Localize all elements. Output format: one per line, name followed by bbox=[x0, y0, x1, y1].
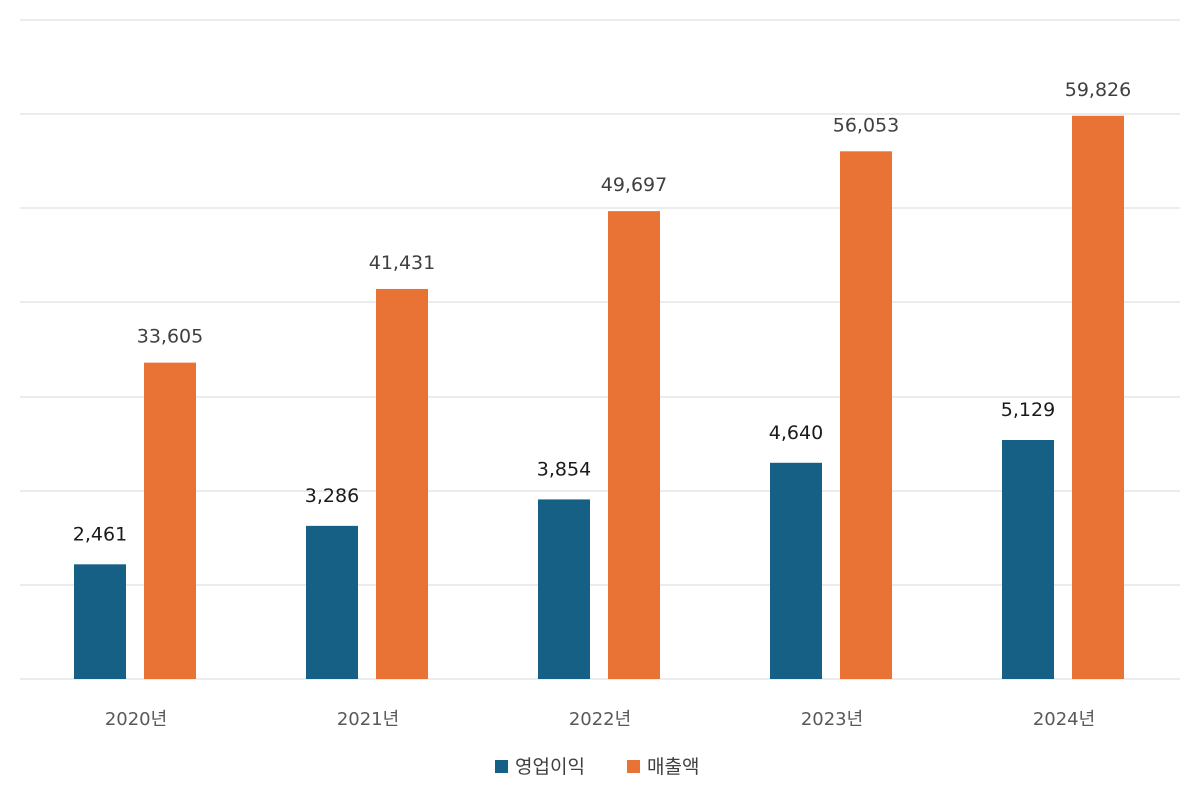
bars bbox=[74, 115, 1124, 680]
bar-profit bbox=[306, 525, 358, 679]
legend: 영업이익 매출액 bbox=[495, 756, 699, 778]
category-label: 2023년 bbox=[801, 709, 863, 730]
legend-swatch bbox=[627, 760, 640, 773]
bar-revenue bbox=[1072, 115, 1124, 679]
bar-revenue bbox=[144, 362, 196, 679]
legend-label: 영업이익 bbox=[515, 756, 585, 778]
data-label-profit: 3,286 bbox=[305, 485, 359, 507]
data-label-profit: 2,461 bbox=[73, 523, 127, 545]
category-labels: 2020년 2021년 2022년 2023년 2024년 bbox=[105, 709, 1095, 730]
bar-profit bbox=[1002, 440, 1054, 679]
data-label-profit: 5,129 bbox=[1001, 399, 1055, 421]
legend-label: 매출액 bbox=[647, 756, 699, 778]
category-label: 2021년 bbox=[337, 709, 399, 730]
data-label-profit: 4,640 bbox=[769, 422, 823, 444]
data-label-revenue: 56,053 bbox=[833, 114, 899, 136]
data-label-revenue: 59,826 bbox=[1065, 79, 1131, 101]
bar-revenue bbox=[376, 288, 428, 679]
legend-swatch bbox=[495, 760, 508, 773]
data-labels: 2,461 33,605 3,286 41,431 3,854 49,697 4,640 56… bbox=[73, 79, 1131, 546]
data-label-revenue: 41,431 bbox=[369, 252, 435, 274]
data-label-revenue: 33,605 bbox=[137, 326, 203, 348]
data-label-profit: 3,854 bbox=[537, 458, 591, 480]
category-label: 2020년 bbox=[105, 709, 167, 730]
category-label: 2022년 bbox=[569, 709, 631, 730]
bar-profit bbox=[538, 499, 590, 679]
category-label: 2024년 bbox=[1033, 709, 1095, 730]
bar-revenue bbox=[840, 151, 892, 680]
bar-profit bbox=[74, 564, 126, 679]
bar-profit bbox=[770, 462, 822, 679]
bar-revenue bbox=[608, 211, 660, 679]
data-label-revenue: 49,697 bbox=[601, 174, 667, 196]
gridlines bbox=[20, 19, 1180, 680]
